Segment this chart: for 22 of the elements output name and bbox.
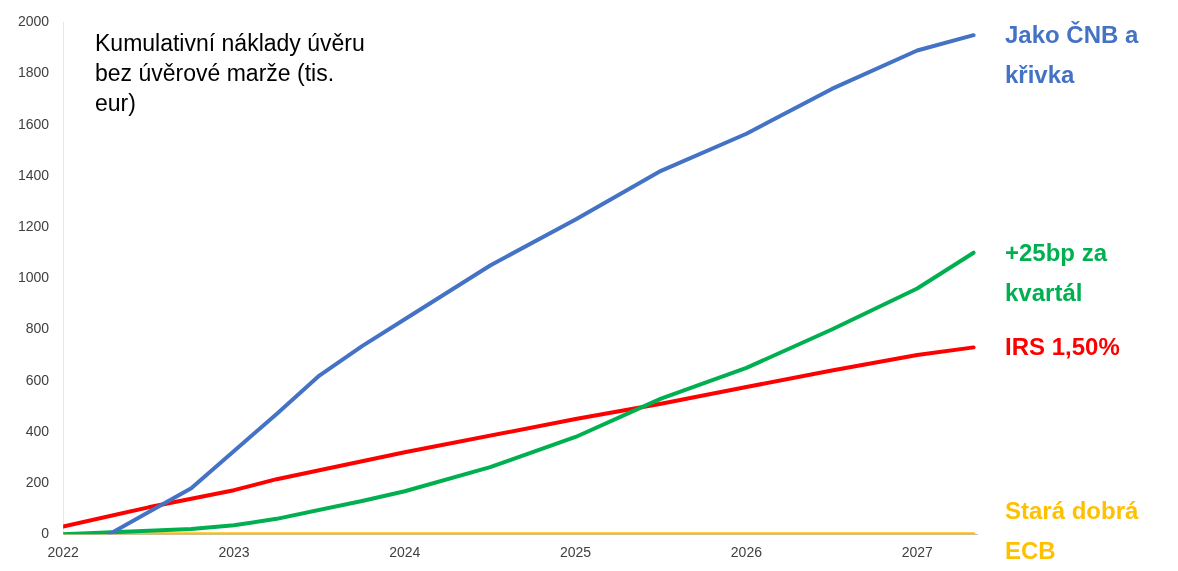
series-label: Stará dobrá ECB <box>1005 496 1140 566</box>
y-tick-label: 1200 <box>17 217 50 234</box>
x-tick-label: 2022 <box>47 544 79 561</box>
y-tick-label: 600 <box>25 371 50 388</box>
x-tick-label: 2025 <box>560 544 592 561</box>
y-tick-label: 1800 <box>17 64 50 81</box>
y-tick-label: 800 <box>25 320 50 337</box>
y-tick-label: 1000 <box>17 269 50 286</box>
y-tick-label: 1600 <box>17 115 50 132</box>
y-tick-label: 200 <box>25 473 50 490</box>
x-tick-label: 2027 <box>901 544 933 561</box>
y-tick-label: 2000 <box>17 13 50 30</box>
series-label: +25bp za kvartál <box>1005 237 1109 308</box>
y-tick-label: 1400 <box>17 166 50 183</box>
series-label: IRS 1,50% <box>1005 332 1121 363</box>
y-tick-label: 0 <box>41 525 50 542</box>
x-tick-label: 2026 <box>730 544 763 561</box>
series-label: Jako ČNB a křivka <box>1005 20 1140 91</box>
y-tick-label: 400 <box>25 422 50 439</box>
text: Kumulativní náklady úvěru bez úvěrové marže (tis. eur) <box>95 29 365 118</box>
x-tick-label: 2023 <box>218 544 250 561</box>
x-tick-label: 2024 <box>389 544 421 561</box>
